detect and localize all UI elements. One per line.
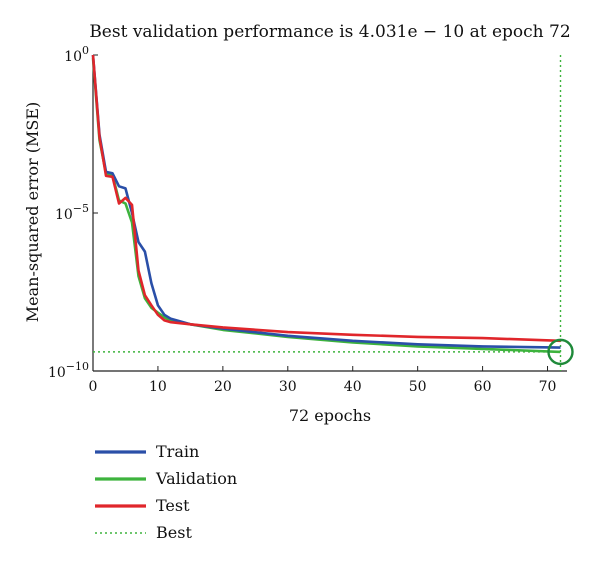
chart-title: Best validation performance is 4.031e − … [89, 22, 570, 42]
legend-label-validation: Validation [155, 469, 237, 488]
y-tick-label: 100 [64, 44, 89, 65]
y-tick-label: 10−10 [48, 360, 89, 381]
plot-area: 0 10 20 30 40 50 60 70 100 10−5 10−10 [48, 44, 574, 395]
x-tick-label: 60 [474, 379, 492, 395]
y-tick-label: 10−5 [55, 202, 89, 223]
x-tick-label: 50 [409, 379, 427, 395]
legend: Train Validation Test Best [95, 442, 237, 542]
legend-label-test: Test [156, 496, 190, 515]
y-axis-label: Mean-squared error (MSE) [23, 102, 42, 322]
series-line-test [91, 54, 561, 343]
legend-label-best: Best [156, 523, 192, 542]
x-tick-label: 70 [539, 379, 557, 395]
series-line-train [91, 54, 561, 349]
x-tick-label: 10 [149, 379, 167, 395]
x-axis-label: 72 epochs [289, 406, 371, 425]
best-point-marker [547, 338, 574, 366]
x-tick-label: 20 [214, 379, 232, 395]
legend-label-train: Train [156, 442, 199, 461]
x-tick-label: 40 [344, 379, 362, 395]
x-tick-label: 0 [89, 379, 98, 395]
series-line-validation [91, 57, 561, 354]
x-tick-label: 30 [279, 379, 297, 395]
